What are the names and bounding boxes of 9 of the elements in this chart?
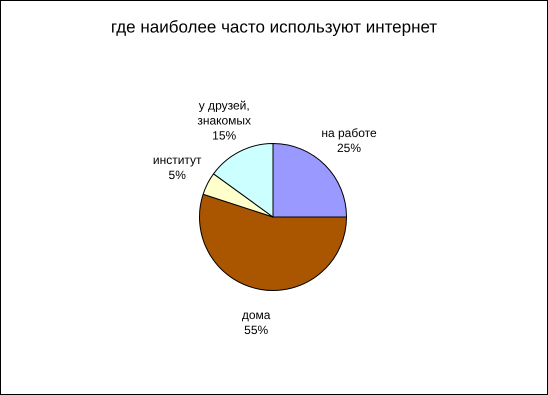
slice-label: институт: [152, 153, 202, 168]
data-label: 15%: [212, 128, 237, 143]
slice-label: у друзей, знакомых: [197, 98, 252, 128]
data-label: 55%: [244, 322, 269, 337]
chart-title: где наиболее часто используют интернет: [110, 18, 438, 37]
slice-label: на работе: [321, 126, 377, 140]
data-label: 25%: [337, 140, 362, 155]
slice-label: дома: [242, 308, 271, 322]
data-label: 5%: [168, 168, 186, 182]
